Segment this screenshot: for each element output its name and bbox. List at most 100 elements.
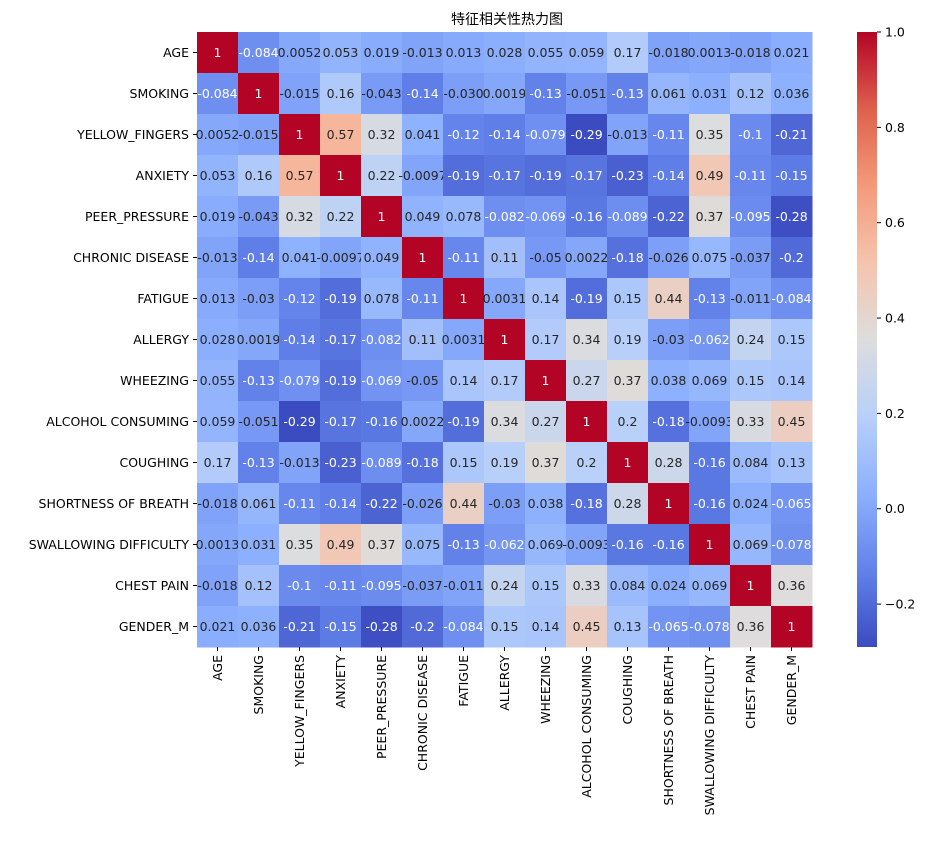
heatmap-cell <box>197 32 239 74</box>
y-tick-label: ANXIETY <box>136 168 190 183</box>
heatmap-cell <box>197 278 239 320</box>
heatmap-cell <box>361 319 403 361</box>
cell-annotation: 0.37 <box>532 455 560 470</box>
heatmap-cell <box>566 360 608 402</box>
cell-annotation: 0.0022 <box>565 250 609 265</box>
heatmap-cell <box>443 319 485 361</box>
cell-annotation: -0.22 <box>652 209 684 224</box>
cell-annotation: -0.11 <box>652 127 684 142</box>
heatmap-cell <box>402 32 444 74</box>
cell-annotation: 0.45 <box>778 414 806 429</box>
cell-annotation: -0.14 <box>242 250 274 265</box>
heatmap-cell <box>525 32 567 74</box>
cell-annotation: -0.043 <box>361 86 401 101</box>
cell-annotation: -0.1 <box>738 127 762 142</box>
heatmap-cell <box>443 278 485 320</box>
cell-annotation: -0.16 <box>693 455 725 470</box>
cell-annotation: -0.15 <box>324 619 356 634</box>
cell-annotation: -0.082 <box>361 332 401 347</box>
heatmap-cell <box>771 278 813 320</box>
heatmap-cell <box>566 606 608 648</box>
heatmap-cell <box>484 401 526 443</box>
cell-annotation: 0.019 <box>364 45 400 60</box>
heatmap-cell <box>525 319 567 361</box>
cell-annotation: -0.21 <box>775 127 807 142</box>
x-tick-label: PEER_PRESSURE <box>374 655 389 759</box>
heatmap-cell <box>402 196 444 238</box>
heatmap-cell <box>525 73 567 115</box>
cell-annotation: 0.49 <box>327 537 355 552</box>
colorbar-tick-label: 0.6 <box>885 215 905 230</box>
heatmap-cell <box>648 565 690 607</box>
heatmap-cell <box>689 565 731 607</box>
heatmap-cell <box>648 237 690 279</box>
heatmap-cell <box>771 524 813 566</box>
heatmap-cell <box>238 360 280 402</box>
x-tick-label: SWALLOWING DIFFICULTY <box>702 655 717 816</box>
cell-annotation: 1 <box>542 373 550 388</box>
cell-annotation: 0.0052 <box>278 45 322 60</box>
heatmap-cell <box>197 401 239 443</box>
cell-annotation: 0.055 <box>200 373 236 388</box>
cell-annotation: 0.17 <box>491 373 519 388</box>
heatmap-cell <box>525 565 567 607</box>
heatmap-cell <box>771 237 813 279</box>
y-tick-label: COUGHING <box>119 455 189 470</box>
cell-annotation: -0.22 <box>365 496 397 511</box>
heatmap-cell <box>197 237 239 279</box>
heatmap-cell <box>730 73 772 115</box>
heatmap-cell <box>279 606 321 648</box>
heatmap-cell <box>730 524 772 566</box>
cell-annotation: 0.49 <box>696 168 724 183</box>
heatmap-cell <box>238 483 280 525</box>
cell-annotation: 0.0022 <box>401 414 445 429</box>
heatmap-cell <box>279 196 321 238</box>
heatmap-cell <box>525 114 567 156</box>
heatmap-cell <box>238 278 280 320</box>
colorbar-tick-label: 0.4 <box>885 311 905 326</box>
cell-annotation: 0.084 <box>733 455 769 470</box>
heatmap-cell <box>689 155 731 197</box>
cell-annotation: 0.11 <box>491 250 519 265</box>
cell-annotation: -0.18 <box>611 250 643 265</box>
heatmap-cell <box>320 483 362 525</box>
heatmap-cell <box>607 73 649 115</box>
y-tick-label: ALLERGY <box>133 332 189 347</box>
cell-annotation: -0.013 <box>279 455 319 470</box>
cell-annotation: -0.28 <box>365 619 397 634</box>
heatmap-cell <box>730 565 772 607</box>
cell-annotation: -0.03 <box>652 332 684 347</box>
colorbar-tick-label: 0.2 <box>885 406 905 421</box>
heatmap-cell <box>607 442 649 484</box>
heatmap-cell <box>197 442 239 484</box>
heatmap-cell <box>320 360 362 402</box>
cell-annotation: -0.11 <box>283 496 315 511</box>
heatmap-cell <box>197 73 239 115</box>
heatmap-cell <box>361 401 403 443</box>
cell-annotation: 0.021 <box>774 45 810 60</box>
heatmap-cell <box>320 32 362 74</box>
heatmap-cell <box>566 73 608 115</box>
heatmap-cell <box>607 524 649 566</box>
cell-annotation: -0.11 <box>734 168 766 183</box>
colorbar-gradient <box>857 32 877 647</box>
heatmap-cell <box>279 73 321 115</box>
cell-annotation: -0.19 <box>529 168 561 183</box>
cell-annotation: -0.079 <box>525 127 565 142</box>
colorbar-tick-label: 0.8 <box>885 120 905 135</box>
heatmap-cell <box>566 565 608 607</box>
heatmap-cell <box>730 278 772 320</box>
cell-annotation: 0.27 <box>573 373 601 388</box>
heatmap-cell <box>320 524 362 566</box>
heatmap-cell <box>484 32 526 74</box>
cell-annotation: -0.16 <box>693 496 725 511</box>
cell-annotation: -0.05 <box>406 373 438 388</box>
heatmap-cell <box>648 73 690 115</box>
heatmap-cell <box>238 401 280 443</box>
cell-annotation: 1 <box>624 455 632 470</box>
heatmap-cell <box>771 442 813 484</box>
heatmap-cell <box>607 155 649 197</box>
heatmap-cell <box>484 524 526 566</box>
cell-annotation: 0.28 <box>655 455 683 470</box>
